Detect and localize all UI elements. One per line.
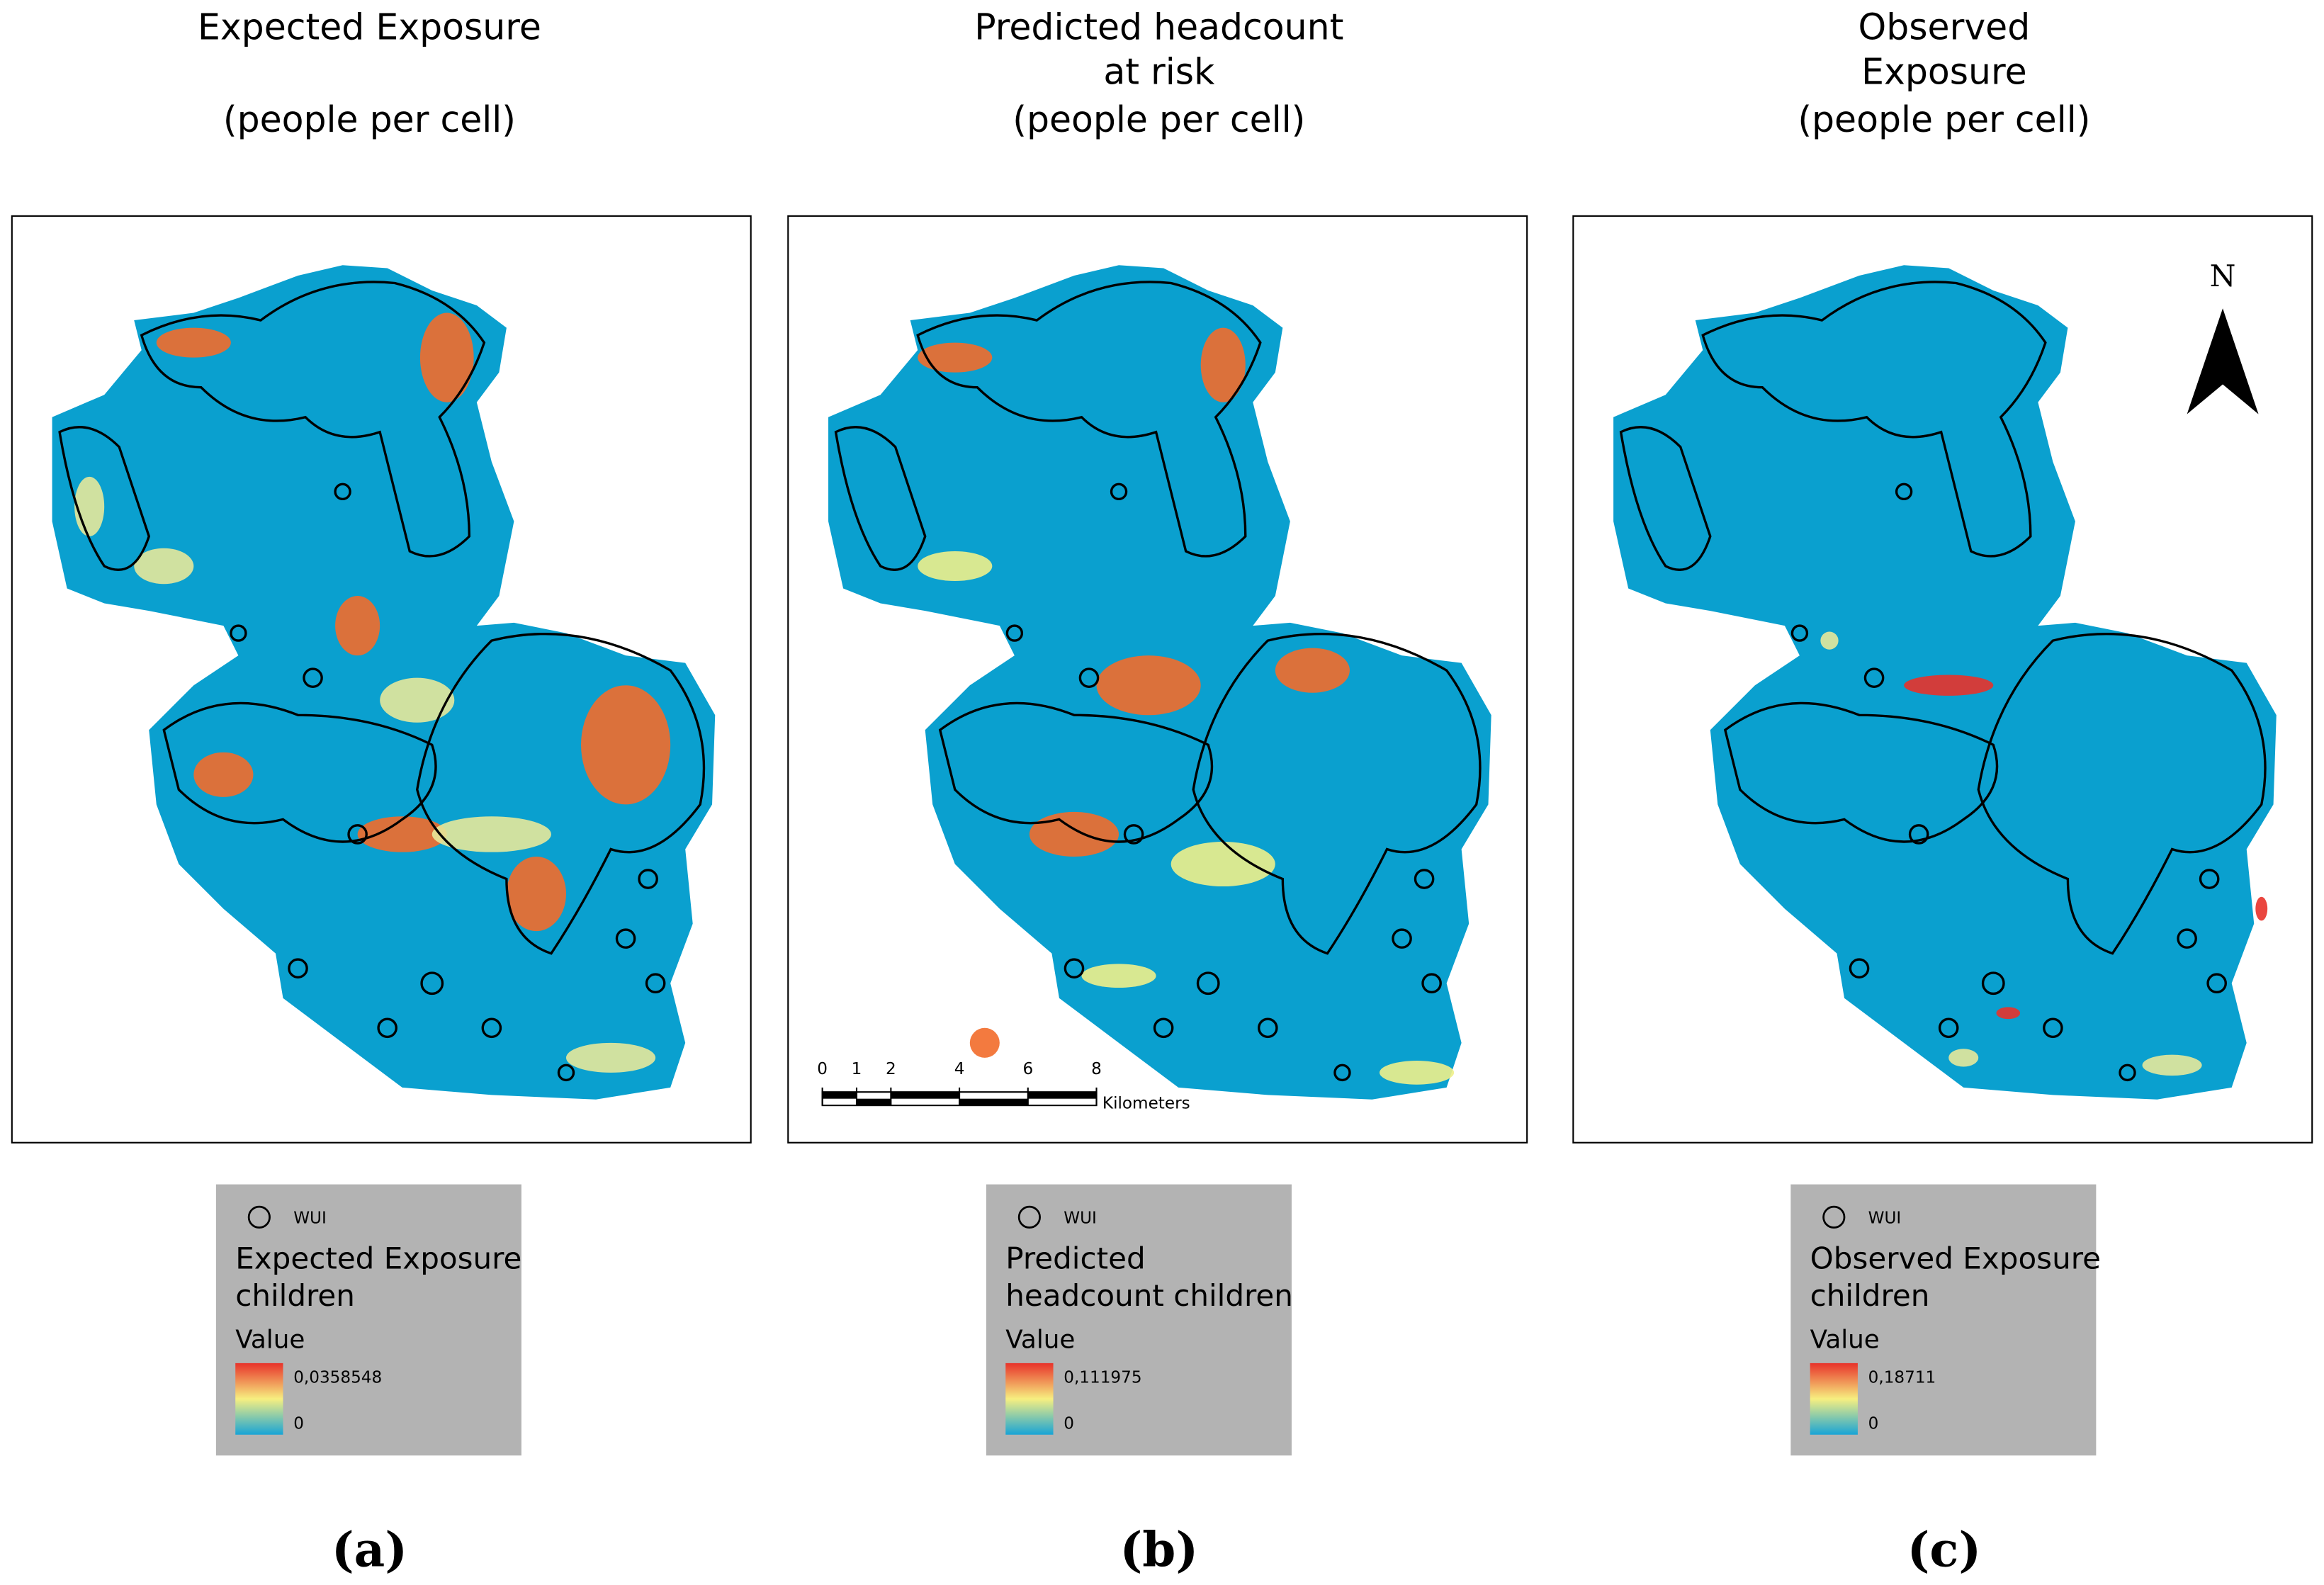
hotspot (1081, 964, 1156, 988)
hotspot (1029, 811, 1119, 857)
legend-title: children (1810, 1278, 1930, 1313)
hotspot (969, 1027, 1000, 1058)
legend-title: headcount children (1005, 1278, 1293, 1313)
scale-bar-segment (959, 1098, 1028, 1106)
hotspot (1820, 631, 1839, 650)
panel-label: (c) (1907, 1522, 1982, 1578)
hotspot (357, 816, 447, 852)
scale-bar-segment (822, 1092, 857, 1099)
legend-value-heading: Value (1005, 1325, 1075, 1354)
legend-min: 0 (1064, 1415, 1074, 1433)
panel-label: (a) (332, 1522, 407, 1578)
hotspot (74, 476, 105, 536)
hotspot (565, 1042, 656, 1073)
legend-value-heading: Value (235, 1325, 305, 1354)
hotspot (134, 548, 194, 585)
hotspot (2255, 896, 2268, 921)
hotspot (918, 551, 993, 582)
scale-bar-segment (1027, 1092, 1097, 1099)
panel-title: Expected Exposure (198, 6, 541, 48)
hotspot (1171, 841, 1275, 887)
map (828, 265, 1491, 1100)
north-label: N (2210, 259, 2236, 293)
legend-min: 0 (293, 1415, 304, 1433)
hotspot (2142, 1054, 2202, 1076)
panel-title: at risk (1103, 51, 1215, 93)
legend-title: children (235, 1278, 355, 1313)
north-arrow (2187, 308, 2259, 414)
legend-title: Predicted (1005, 1241, 1145, 1275)
hotspot (1380, 1061, 1455, 1085)
scale-bar-label: 2 (886, 1060, 896, 1078)
legend-wui-symbol (247, 1205, 271, 1229)
map (1613, 265, 2277, 1100)
hotspot (431, 816, 551, 852)
legend-ramp (235, 1363, 283, 1435)
figure-layer: Expected Exposure (people per cell) WUI Exp… (11, 6, 2313, 1578)
panel-title: Exposure (1861, 51, 2027, 93)
scale-bar-label: 6 (1022, 1060, 1033, 1078)
hotspot (419, 312, 474, 402)
scale-bar-segment (891, 1092, 960, 1099)
legend-min: 0 (1868, 1415, 1879, 1433)
hotspot (506, 856, 566, 932)
hotspot (1275, 648, 1350, 693)
hotspot (581, 685, 671, 805)
legend-value-heading: Value (1810, 1325, 1880, 1354)
scale-bar-label: 4 (954, 1060, 965, 1078)
hotspot (1200, 327, 1246, 402)
panel-title: Predicted headcount (974, 6, 1343, 48)
hotspot (1096, 655, 1201, 716)
legend-wui-label: WUI (1064, 1209, 1097, 1227)
panel-title: (people per cell) (1798, 98, 2090, 140)
map (52, 265, 716, 1100)
hotspot (193, 752, 254, 797)
scale-bar-label: 1 (852, 1060, 862, 1078)
hotspot (156, 327, 231, 358)
legend-max: 0,18711 (1868, 1368, 1936, 1387)
panel-label: (b) (1119, 1522, 1198, 1578)
panel-title: (people per cell) (1012, 98, 1305, 140)
hotspot (1948, 1049, 1979, 1067)
legend-title: Observed Exposure (1810, 1241, 2101, 1275)
hotspot (918, 342, 993, 373)
legend-ramp (1005, 1363, 1054, 1435)
legend-wui-label: WUI (1868, 1209, 1902, 1227)
legend-ramp (1810, 1363, 1858, 1435)
legend-wui-symbol (1017, 1205, 1041, 1229)
legend-wui-label: WUI (293, 1209, 327, 1227)
legend-wui-symbol (1822, 1205, 1846, 1229)
legend-max: 0,0358548 (293, 1368, 382, 1387)
panel-title: Observed (1858, 6, 2031, 48)
hotspot (335, 596, 380, 656)
legend-title: Expected Exposure (235, 1241, 521, 1275)
hotspot (1996, 1007, 2021, 1020)
legend-max: 0,111975 (1064, 1368, 1141, 1387)
hotspot (380, 677, 455, 723)
panel-title: (people per cell) (223, 98, 516, 140)
scale-bar-unit: Kilometers (1102, 1095, 1190, 1113)
scale-bar-label: 0 (817, 1060, 828, 1078)
scale-bar-label: 8 (1091, 1060, 1102, 1078)
scale-bar-segment (856, 1098, 891, 1106)
hotspot (1904, 675, 1994, 696)
